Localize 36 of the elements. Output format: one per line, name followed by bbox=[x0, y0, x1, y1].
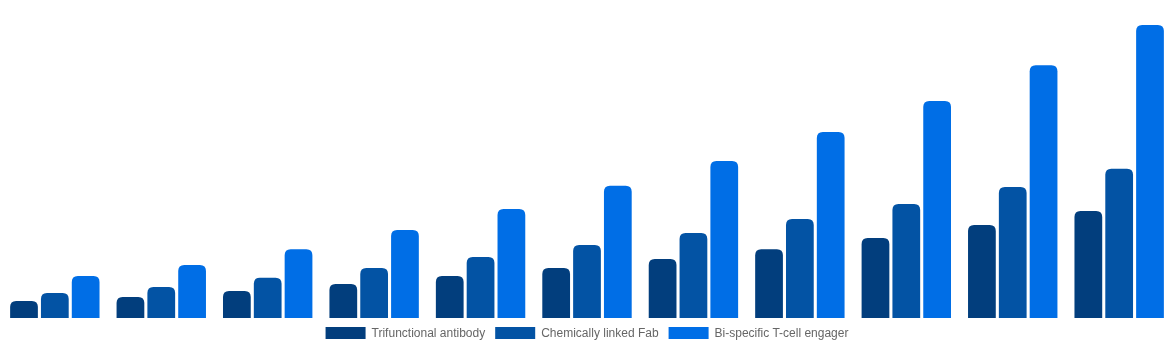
bar bbox=[116, 296, 145, 318]
bar bbox=[223, 291, 251, 318]
bar bbox=[603, 185, 632, 318]
bar bbox=[816, 131, 845, 318]
bar bbox=[71, 276, 100, 318]
bar bbox=[147, 286, 176, 318]
bar bbox=[923, 100, 951, 318]
bar bbox=[1029, 65, 1058, 318]
bar bbox=[435, 276, 464, 318]
legend-label: Chemically linked Fab bbox=[541, 326, 659, 340]
bar bbox=[785, 218, 814, 318]
bar bbox=[360, 267, 389, 318]
bar bbox=[861, 238, 890, 318]
legend-label: Trifunctional antibody bbox=[371, 326, 486, 340]
bar bbox=[892, 204, 921, 318]
bar bbox=[648, 259, 677, 318]
bar bbox=[1074, 211, 1103, 318]
bar bbox=[391, 230, 419, 318]
bar bbox=[542, 267, 571, 318]
bar bbox=[466, 257, 495, 318]
bar bbox=[178, 264, 206, 318]
bar bbox=[710, 160, 739, 318]
legend-label: Bi-specific T-cell engager bbox=[714, 326, 849, 340]
bar bbox=[329, 284, 358, 318]
bar bbox=[40, 293, 69, 318]
bar bbox=[1136, 25, 1164, 318]
bar bbox=[968, 225, 996, 318]
bar bbox=[284, 249, 313, 318]
bar bbox=[10, 301, 38, 318]
bar bbox=[573, 245, 601, 318]
bar bbox=[998, 187, 1027, 318]
bar bbox=[755, 249, 783, 318]
bar bbox=[253, 277, 282, 318]
bar bbox=[1105, 168, 1134, 318]
bar bbox=[679, 233, 708, 318]
bar bbox=[497, 209, 526, 318]
